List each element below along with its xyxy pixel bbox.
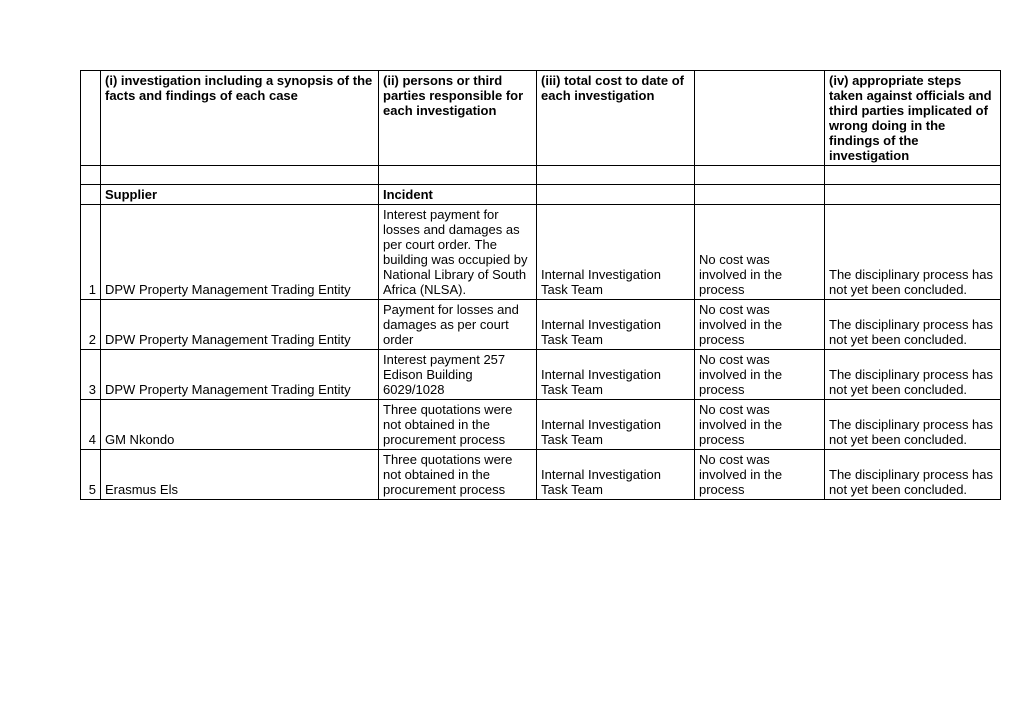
table-row: 5Erasmus ElsThree quotations were not ob…: [81, 450, 1001, 500]
row-investigation: Internal Investigation Task Team: [537, 450, 695, 500]
row-supplier: Erasmus Els: [101, 450, 379, 500]
row-num: 5: [81, 450, 101, 500]
row-steps: The disciplinary process has not yet bee…: [825, 205, 1001, 300]
subheader-num: [81, 185, 101, 205]
header-blank: [695, 71, 825, 166]
table-header-row: (i) investigation including a synopsis o…: [81, 71, 1001, 166]
header-cost: (iii) total cost to date of each investi…: [537, 71, 695, 166]
subheader-blank1: [537, 185, 695, 205]
row-supplier: DPW Property Management Trading Entity: [101, 350, 379, 400]
row-incident: Interest payment for losses and damages …: [379, 205, 537, 300]
row-incident: Interest payment 257 Edison Building 602…: [379, 350, 537, 400]
table-subheader-row: Supplier Incident: [81, 185, 1001, 205]
row-steps: The disciplinary process has not yet bee…: [825, 350, 1001, 400]
row-investigation: Internal Investigation Task Team: [537, 350, 695, 400]
row-num: 4: [81, 400, 101, 450]
row-supplier: DPW Property Management Trading Entity: [101, 205, 379, 300]
row-investigation: Internal Investigation Task Team: [537, 300, 695, 350]
row-cost: No cost was involved in the process: [695, 350, 825, 400]
row-num: 1: [81, 205, 101, 300]
header-steps: (iv) appropriate steps taken against off…: [825, 71, 1001, 166]
row-incident: Three quotations were not obtained in th…: [379, 400, 537, 450]
row-steps: The disciplinary process has not yet bee…: [825, 450, 1001, 500]
header-persons: (ii) persons or third parties responsibl…: [379, 71, 537, 166]
row-incident: Payment for losses and damages as per co…: [379, 300, 537, 350]
investigation-table: (i) investigation including a synopsis o…: [80, 70, 1001, 500]
row-steps: The disciplinary process has not yet bee…: [825, 300, 1001, 350]
table-row: 1DPW Property Management Trading Entity …: [81, 205, 1001, 300]
row-cost: No cost was involved in the process: [695, 300, 825, 350]
subheader-supplier: Supplier: [101, 185, 379, 205]
row-investigation: Internal Investigation Task Team: [537, 205, 695, 300]
table-row: 2DPW Property Management Trading EntityP…: [81, 300, 1001, 350]
row-cost: No cost was involved in the process: [695, 450, 825, 500]
row-supplier: DPW Property Management Trading Entity: [101, 300, 379, 350]
row-supplier: GM Nkondo: [101, 400, 379, 450]
header-num: [81, 71, 101, 166]
row-num: 3: [81, 350, 101, 400]
table-row: 4GM NkondoThree quotations were not obta…: [81, 400, 1001, 450]
subheader-blank3: [825, 185, 1001, 205]
row-cost: No cost was involved in the process: [695, 205, 825, 300]
row-incident: Three quotations were not obtained in th…: [379, 450, 537, 500]
row-num: 2: [81, 300, 101, 350]
spacer-row: [81, 166, 1001, 185]
subheader-blank2: [695, 185, 825, 205]
table-row: 3DPW Property Management Trading EntityI…: [81, 350, 1001, 400]
row-cost: No cost was involved in the process: [695, 400, 825, 450]
subheader-incident: Incident: [379, 185, 537, 205]
row-steps: The disciplinary process has not yet bee…: [825, 400, 1001, 450]
row-investigation: Internal Investigation Task Team: [537, 400, 695, 450]
header-investigation: (i) investigation including a synopsis o…: [101, 71, 379, 166]
